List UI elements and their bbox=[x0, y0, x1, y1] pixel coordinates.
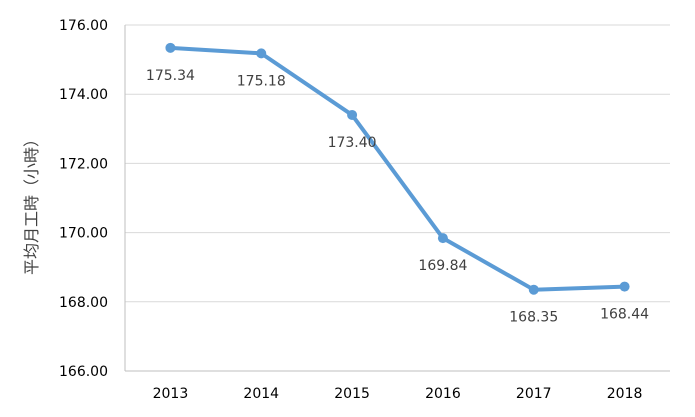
x-tick-label-2017: 2017 bbox=[516, 386, 552, 402]
data-point-2018 bbox=[619, 281, 630, 292]
data-point-2016 bbox=[437, 233, 448, 244]
gridlines bbox=[125, 24, 670, 303]
y-tick-label-4: 174.00 bbox=[59, 87, 108, 103]
data-label-2018: 168.44 bbox=[600, 307, 649, 323]
x-tick-label-2018: 2018 bbox=[607, 386, 643, 402]
y-axis-label: 平均月工時（小時） bbox=[22, 131, 41, 275]
data-labels: 175.34 175.18 173.40 169.84 168.35 168.44 bbox=[146, 68, 649, 326]
data-point-2017 bbox=[528, 284, 539, 295]
x-axis-tick-labels: 2013 2014 2015 2016 2017 2018 bbox=[153, 386, 643, 402]
data-label-2015: 173.40 bbox=[328, 135, 377, 151]
data-label-2016: 169.84 bbox=[418, 258, 467, 274]
y-axis-tick-labels: 166.00 168.00 170.00 172.00 174.00 176.00 bbox=[59, 18, 108, 380]
series-line-layer bbox=[168, 45, 627, 292]
series-line bbox=[168, 45, 627, 292]
data-points bbox=[165, 42, 630, 295]
data-point-2013 bbox=[165, 42, 176, 53]
y-tick-label-3: 172.00 bbox=[59, 156, 108, 172]
data-label-2013: 175.34 bbox=[146, 68, 195, 84]
x-tick-label-2013: 2013 bbox=[153, 386, 189, 402]
data-label-2017: 168.35 bbox=[509, 310, 558, 326]
y-tick-label-2: 170.00 bbox=[59, 226, 108, 242]
y-tick-label-0: 166.00 bbox=[59, 364, 108, 380]
x-tick-label-2014: 2014 bbox=[243, 386, 279, 402]
data-label-2014: 175.18 bbox=[237, 73, 286, 89]
x-tick-label-2016: 2016 bbox=[425, 386, 461, 402]
x-tick-label-2015: 2015 bbox=[334, 386, 370, 402]
data-point-2014 bbox=[256, 48, 267, 59]
y-tick-label-1: 168.00 bbox=[59, 295, 108, 311]
axes bbox=[124, 25, 670, 372]
y-tick-label-5: 176.00 bbox=[59, 18, 108, 34]
data-point-2015 bbox=[347, 109, 358, 120]
